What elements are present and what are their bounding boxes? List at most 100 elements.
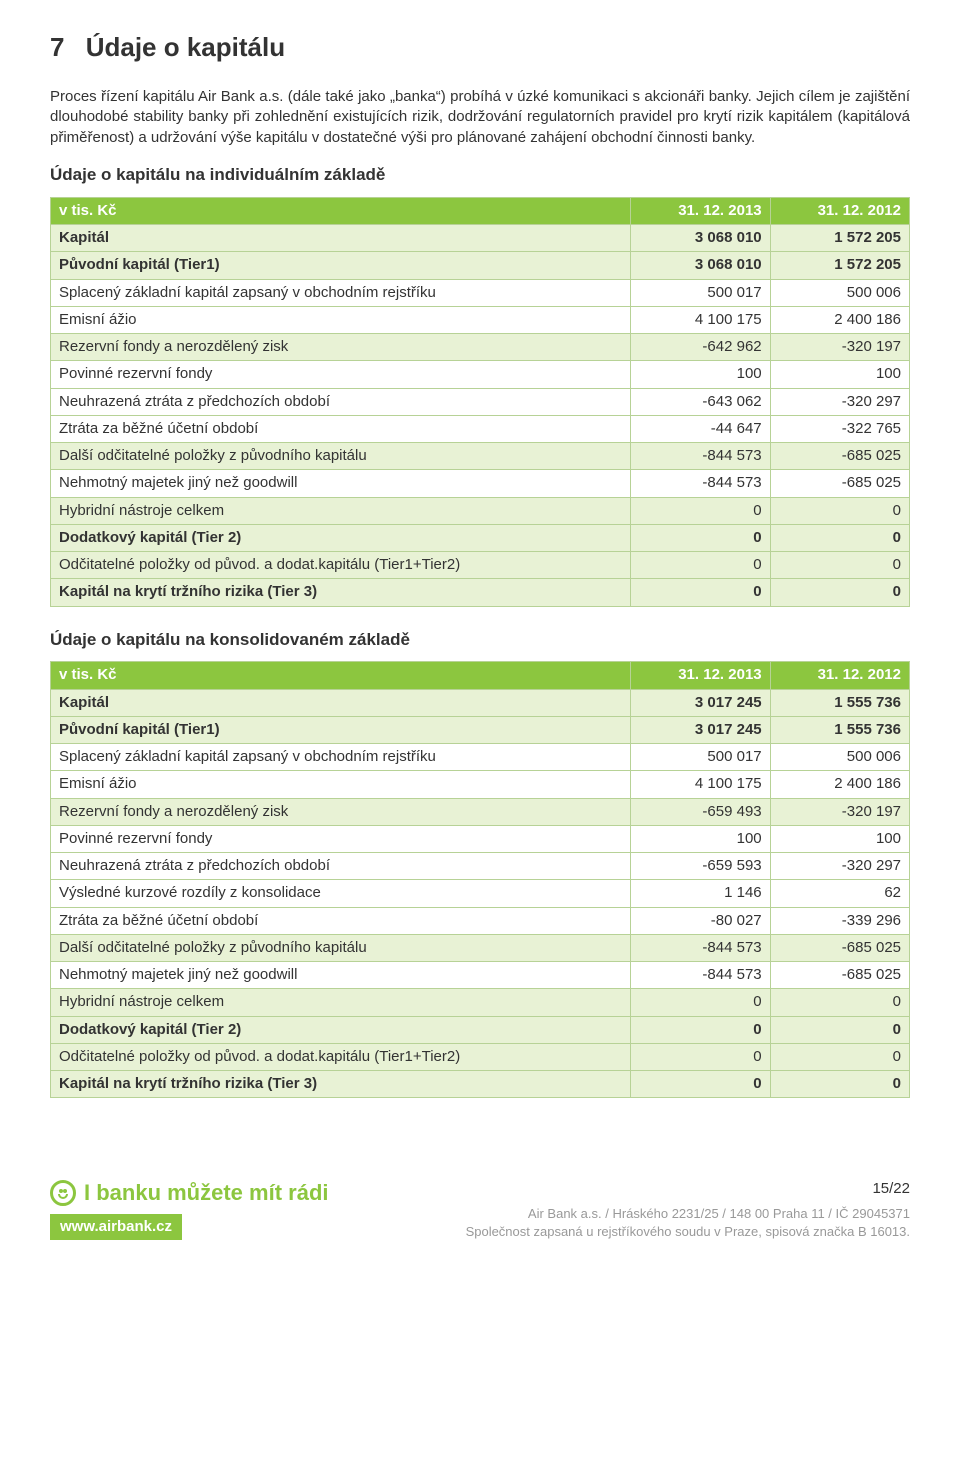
t2-r3-v2: 2 400 186 <box>770 771 909 798</box>
t2-r9-label: Další odčitatelné položky z původního ka… <box>51 934 631 961</box>
t2-r3-v1: 4 100 175 <box>631 771 770 798</box>
intro-paragraph: Proces řízení kapitálu Air Bank a.s. (dá… <box>50 87 910 148</box>
table-row: Hybridní nástroje celkem00 <box>51 989 910 1016</box>
t2-h2: 31. 12. 2012 <box>770 662 909 689</box>
table-row: Dodatkový kapitál (Tier 2)00 <box>51 524 910 551</box>
t2-r9-v2: -685 025 <box>770 934 909 961</box>
t1-r7-label: Ztráta za běžné účetní období <box>51 415 631 442</box>
t2-r5-v2: 100 <box>770 825 909 852</box>
t2-r6-v1: -659 593 <box>631 853 770 880</box>
company-line1: Air Bank a.s. / Hráského 2231/25 / 148 0… <box>466 1205 910 1223</box>
t1-r9-v1: -844 573 <box>631 470 770 497</box>
t2-r4-v1: -659 493 <box>631 798 770 825</box>
t2-r13-label: Odčitatelné položky od původ. a dodat.ka… <box>51 1043 631 1070</box>
table-row: Výsledné kurzové rozdíly z konsolidace1 … <box>51 880 910 907</box>
t2-r5-label: Povinné rezervní fondy <box>51 825 631 852</box>
t2-r2-label: Splacený základní kapitál zapsaný v obch… <box>51 744 631 771</box>
t2-r2-v1: 500 017 <box>631 744 770 771</box>
t1-r12-v2: 0 <box>770 552 909 579</box>
t2-r11-v2: 0 <box>770 989 909 1016</box>
t2-r9-v1: -844 573 <box>631 934 770 961</box>
t1-r0-label: Kapitál <box>51 225 631 252</box>
table-row: Odčitatelné položky od původ. a dodat.ka… <box>51 552 910 579</box>
table1-title: Údaje o kapitálu na individuálním základ… <box>50 164 910 187</box>
table-row: Splacený základní kapitál zapsaný v obch… <box>51 279 910 306</box>
capital-consolidated-table: v tis. Kč 31. 12. 2013 31. 12. 2012 Kapi… <box>50 661 910 1098</box>
t2-r8-v2: -339 296 <box>770 907 909 934</box>
footer-site: www.airbank.cz <box>50 1214 182 1240</box>
t2-r13-v1: 0 <box>631 1043 770 1070</box>
t1-r8-v2: -685 025 <box>770 443 909 470</box>
t2-r4-v2: -320 197 <box>770 798 909 825</box>
t2-r13-v2: 0 <box>770 1043 909 1070</box>
t1-r2-label: Splacený základní kapitál zapsaný v obch… <box>51 279 631 306</box>
table-row: Nehmotný majetek jiný než goodwill-844 5… <box>51 470 910 497</box>
t1-r5-v2: 100 <box>770 361 909 388</box>
page-heading: 7 Údaje o kapitálu <box>50 30 910 65</box>
page-number: 15/22 <box>466 1179 910 1199</box>
capital-individual-table: v tis. Kč 31. 12. 2013 31. 12. 2012 Kapi… <box>50 197 910 607</box>
table2-title: Údaje o kapitálu na konsolidovaném zákla… <box>50 629 910 652</box>
table-row: Hybridní nástroje celkem00 <box>51 497 910 524</box>
t1-r0-v1: 3 068 010 <box>631 225 770 252</box>
heading-number: 7 <box>50 32 64 62</box>
table-row: Další odčitatelné položky z původního ka… <box>51 934 910 961</box>
table-row: Kapitál3 017 2451 555 736 <box>51 689 910 716</box>
t1-r6-label: Neuhrazená ztráta z předchozích období <box>51 388 631 415</box>
t2-r2-v2: 500 006 <box>770 744 909 771</box>
t2-r10-v1: -844 573 <box>631 962 770 989</box>
t2-r12-v2: 0 <box>770 1016 909 1043</box>
heading-title: Údaje o kapitálu <box>86 32 285 62</box>
table-row: Ztráta za běžné účetní období-80 027-339… <box>51 907 910 934</box>
t1-r13-label: Kapitál na krytí tržního rizika (Tier 3) <box>51 579 631 606</box>
t2-r11-v1: 0 <box>631 989 770 1016</box>
table-row: Emisní ážio4 100 1752 400 186 <box>51 306 910 333</box>
t2-h1: 31. 12. 2013 <box>631 662 770 689</box>
t2-r0-label: Kapitál <box>51 689 631 716</box>
table-row: Kapitál na krytí tržního rizika (Tier 3)… <box>51 1071 910 1098</box>
t2-r1-v2: 1 555 736 <box>770 716 909 743</box>
t2-r8-v1: -80 027 <box>631 907 770 934</box>
table-row: Emisní ážio4 100 1752 400 186 <box>51 771 910 798</box>
t1-h2: 31. 12. 2012 <box>770 197 909 224</box>
t1-r2-v2: 500 006 <box>770 279 909 306</box>
t1-r1-v1: 3 068 010 <box>631 252 770 279</box>
t2-r14-label: Kapitál na krytí tržního rizika (Tier 3) <box>51 1071 631 1098</box>
footer-left: I banku můžete mít rádi www.airbank.cz <box>50 1178 329 1240</box>
t2-r12-v1: 0 <box>631 1016 770 1043</box>
t1-r7-v1: -44 647 <box>631 415 770 442</box>
t1-r2-v1: 500 017 <box>631 279 770 306</box>
t2-r7-v2: 62 <box>770 880 909 907</box>
t1-r4-v2: -320 197 <box>770 334 909 361</box>
t1-r4-label: Rezervní fondy a nerozdělený zisk <box>51 334 631 361</box>
t2-r10-label: Nehmotný majetek jiný než goodwill <box>51 962 631 989</box>
table-row: Ztráta za běžné účetní období-44 647-322… <box>51 415 910 442</box>
t1-r12-v1: 0 <box>631 552 770 579</box>
t2-r10-v2: -685 025 <box>770 962 909 989</box>
t1-h1: 31. 12. 2013 <box>631 197 770 224</box>
table-row: Původní kapitál (Tier1)3 017 2451 555 73… <box>51 716 910 743</box>
t1-r1-v2: 1 572 205 <box>770 252 909 279</box>
t1-r8-v1: -844 573 <box>631 443 770 470</box>
t1-r10-v2: 0 <box>770 497 909 524</box>
table-row: Neuhrazená ztráta z předchozích období-6… <box>51 388 910 415</box>
t1-r0-v2: 1 572 205 <box>770 225 909 252</box>
t1-r13-v2: 0 <box>770 579 909 606</box>
t2-r6-v2: -320 297 <box>770 853 909 880</box>
t2-r0-v1: 3 017 245 <box>631 689 770 716</box>
t2-r4-label: Rezervní fondy a nerozdělený zisk <box>51 798 631 825</box>
t2-r5-v1: 100 <box>631 825 770 852</box>
footer-right: 15/22 Air Bank a.s. / Hráského 2231/25 /… <box>466 1179 910 1240</box>
table-row: Rezervní fondy a nerozdělený zisk-659 49… <box>51 798 910 825</box>
table-row: Povinné rezervní fondy100100 <box>51 825 910 852</box>
t1-r6-v2: -320 297 <box>770 388 909 415</box>
table-row: Splacený základní kapitál zapsaný v obch… <box>51 744 910 771</box>
t1-r12-label: Odčitatelné položky od původ. a dodat.ka… <box>51 552 631 579</box>
t2-r0-v2: 1 555 736 <box>770 689 909 716</box>
t2-r7-v1: 1 146 <box>631 880 770 907</box>
t2-r14-v1: 0 <box>631 1071 770 1098</box>
table-row: Původní kapitál (Tier1)3 068 0101 572 20… <box>51 252 910 279</box>
t1-r3-v1: 4 100 175 <box>631 306 770 333</box>
t1-r7-v2: -322 765 <box>770 415 909 442</box>
t1-r11-label: Dodatkový kapitál (Tier 2) <box>51 524 631 551</box>
